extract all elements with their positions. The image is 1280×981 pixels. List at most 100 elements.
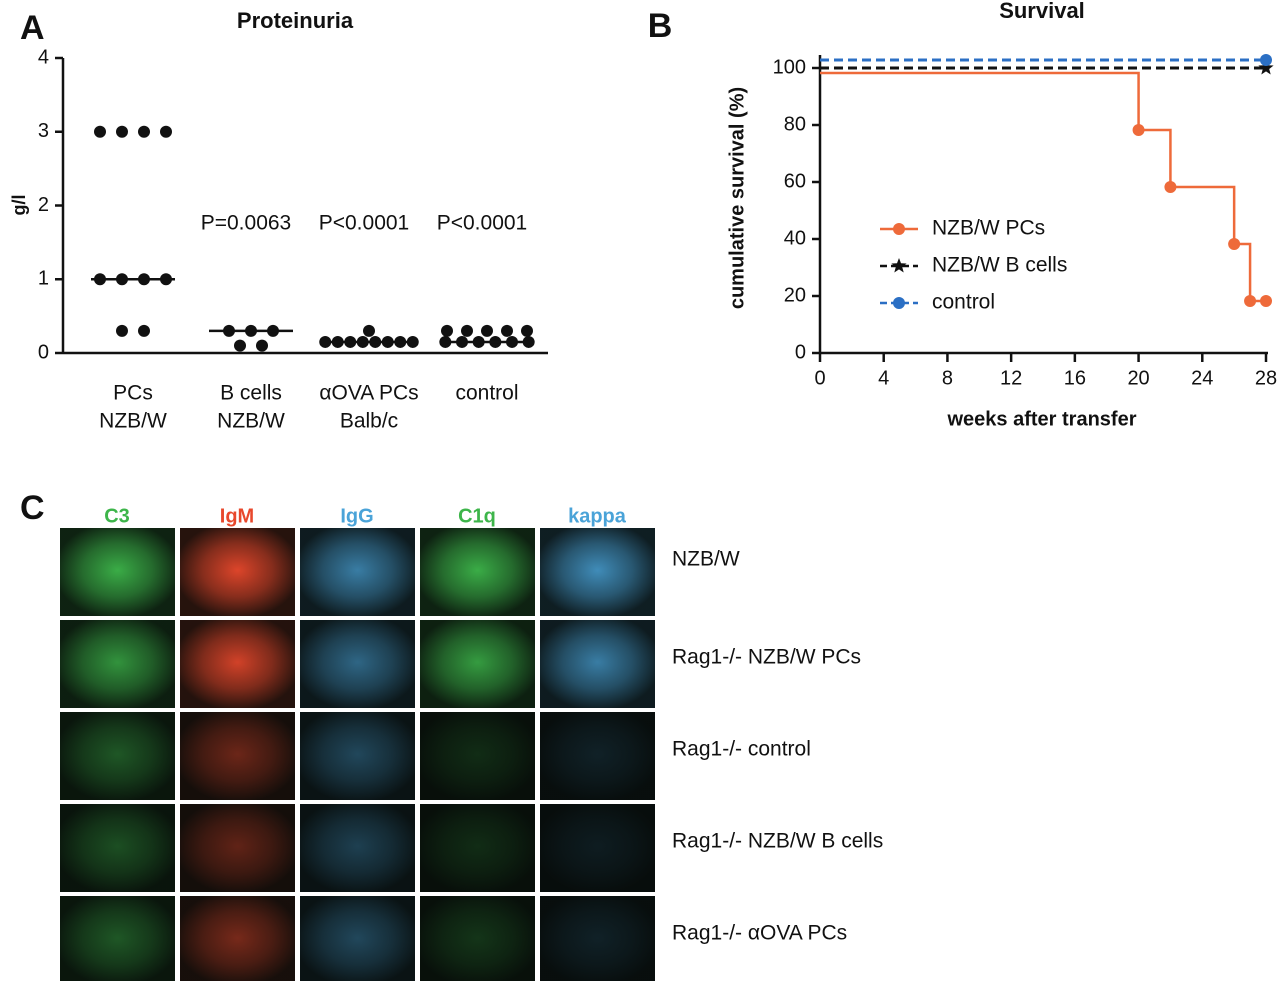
micrograph [60,620,175,708]
annotation: P=0.0063 [201,212,292,235]
annotation: P<0.0001 [319,212,410,235]
micrograph [540,620,655,708]
micrograph [180,896,295,981]
x-tick-label: 28 [1255,367,1277,389]
data-point [319,335,332,348]
y-tick-label: 2 [38,194,49,216]
survival-line [820,71,1266,303]
marker [1260,54,1272,66]
data-point [234,339,246,352]
chart-title: Proteinuria [237,8,354,33]
micrograph [540,804,655,892]
micrograph [300,896,415,981]
marker [891,258,907,273]
data-point [521,324,533,337]
marker [1132,124,1145,136]
row-label: Rag1-/- αOVA PCs [672,922,847,945]
x-tick-label: 16 [1064,367,1086,389]
y-tick-label: 4 [38,46,49,68]
micrograph [60,528,175,616]
y-tick-label: 40 [784,227,806,249]
micrograph [300,712,415,800]
data-point [501,324,513,337]
row-label: NZB/W [672,548,740,571]
micrograph [420,620,535,708]
data-point [481,324,493,337]
legend-label: NZB/W B cells [932,254,1067,277]
row-label: Rag1-/- NZB/W B cells [672,830,883,853]
data-point [461,324,473,337]
data-point [138,324,150,337]
y-tick-label: 1 [38,268,49,290]
y-axis-label: cumulative survival (%) [726,87,748,309]
x-tick-label: 12 [1000,367,1022,389]
panel-label: A [20,9,45,47]
data-point [406,335,419,348]
column-header: kappa [568,505,627,527]
data-point [441,324,453,337]
x-tick-label: 24 [1191,367,1213,389]
micrograph [180,804,295,892]
x-tick-label: 4 [878,367,889,389]
y-tick-label: 3 [38,120,49,142]
micrograph [420,804,535,892]
chart-title: Survival [999,0,1085,23]
x-axis-label: weeks after transfer [947,408,1137,430]
marker [1244,295,1257,307]
row-label: Rag1-/- NZB/W PCs [672,646,861,669]
panel-label: C [20,489,45,527]
micrograph [540,896,655,981]
panel-label: B [648,7,673,45]
y-tick-label: 100 [773,56,806,78]
marker [893,223,905,235]
micrograph [60,712,175,800]
data-point [363,324,375,337]
micrograph [180,712,295,800]
x-tick-label: NZB/W [217,410,285,433]
micrograph [540,712,655,800]
data-point [160,125,172,138]
x-tick-label: NZB/W [99,410,167,433]
data-point [116,324,128,337]
micrograph [60,804,175,892]
marker [1228,238,1241,250]
y-tick-label: 0 [795,341,806,363]
micrograph [180,528,295,616]
x-tick-label: 20 [1127,367,1149,389]
micrograph [540,528,655,616]
data-point [138,125,150,138]
marker [893,297,905,309]
marker [1258,60,1274,75]
micrograph [60,896,175,981]
micrograph [300,620,415,708]
y-tick-label: 60 [784,170,806,192]
marker [1164,181,1177,193]
column-header: IgM [220,505,254,527]
micrograph [300,528,415,616]
column-header: IgG [340,505,373,527]
x-tick-label: Balb/c [340,410,398,433]
data-point [256,339,268,352]
x-tick-label: B cells [220,382,282,405]
y-tick-label: 20 [784,284,806,306]
column-header: C1q [458,505,496,527]
x-tick-label: 8 [942,367,953,389]
annotation: P<0.0001 [437,212,528,235]
row-label: Rag1-/- control [672,738,811,761]
micrograph [420,528,535,616]
y-tick-label: 0 [38,341,49,363]
legend-label: NZB/W PCs [932,217,1045,240]
micrograph [180,620,295,708]
y-tick-label: 80 [784,113,806,135]
x-tick-label: αOVA PCs [319,382,418,405]
legend-label: control [932,291,995,314]
column-header: C3 [104,505,130,527]
x-tick-label: PCs [113,382,153,405]
micrograph [420,896,535,981]
marker [1260,295,1272,307]
data-point [94,125,106,138]
y-axis-label: g/l [9,195,29,216]
x-tick-label: control [455,382,518,405]
x-tick-label: 0 [814,367,825,389]
